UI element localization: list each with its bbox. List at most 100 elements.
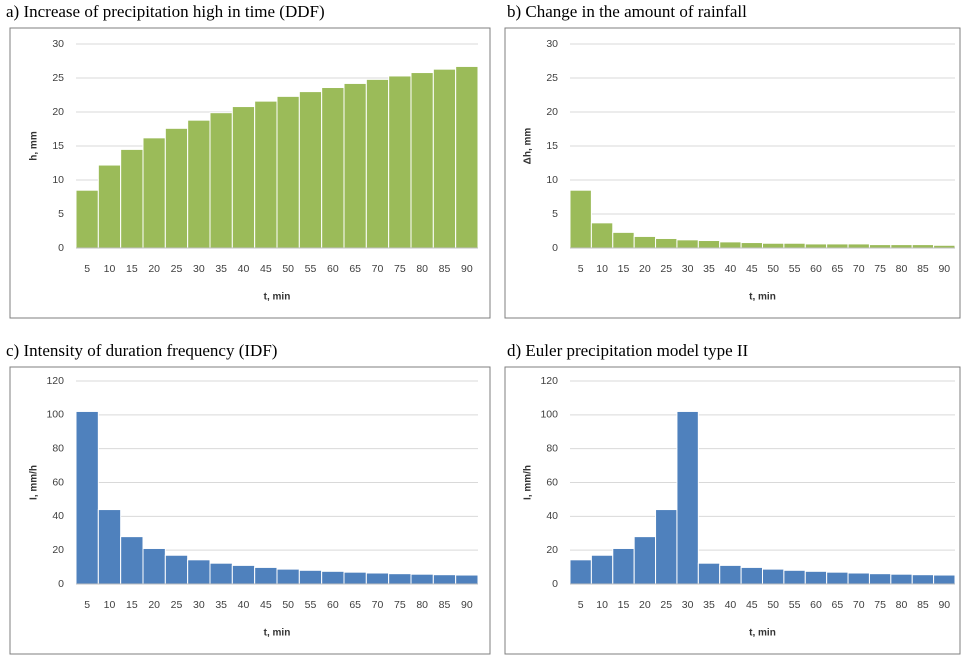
x-tick-label: 85 — [917, 599, 929, 611]
x-tick-label: 55 — [305, 599, 317, 611]
bar — [343, 571, 367, 585]
bar — [933, 574, 956, 585]
bar — [633, 536, 657, 585]
bar — [590, 554, 614, 585]
bar — [868, 573, 892, 585]
x-tick-label: 80 — [896, 263, 908, 275]
x-tick-label: 45 — [746, 599, 758, 611]
bar — [868, 244, 892, 249]
x-tick-label: 20 — [148, 599, 160, 611]
bar — [676, 410, 699, 585]
bar — [321, 87, 345, 249]
x-tick-label: 25 — [660, 263, 672, 275]
bar — [455, 65, 479, 249]
x-tick-label: 30 — [682, 263, 694, 275]
bar — [209, 112, 233, 249]
y-tick-label: 40 — [52, 510, 64, 522]
x-tick-label: 75 — [394, 263, 406, 275]
y-tick-label: 80 — [546, 442, 558, 454]
bar — [209, 562, 233, 585]
x-tick-label: 55 — [305, 263, 317, 275]
x-tick-label: 65 — [832, 263, 844, 275]
y-tick-label: 120 — [46, 375, 64, 387]
x-tick-label: 75 — [394, 599, 406, 611]
bar — [697, 240, 721, 249]
bar — [410, 573, 434, 585]
y-tick-label: 20 — [546, 544, 558, 556]
x-tick-label: 80 — [416, 263, 428, 275]
bar — [719, 564, 742, 585]
bar — [142, 547, 166, 585]
x-tick-label: 85 — [917, 263, 929, 275]
y-tick-label: 0 — [58, 578, 64, 590]
y-tick-label: 100 — [46, 409, 64, 421]
panel-title: d) Euler precipitation model type II — [507, 341, 749, 360]
x-tick-label: 70 — [853, 263, 865, 275]
bar — [164, 554, 189, 585]
y-tick-label: 5 — [58, 208, 64, 220]
x-tick-label: 45 — [746, 263, 758, 275]
x-tick-label: 5 — [578, 599, 584, 611]
y-tick-label: 20 — [546, 106, 558, 118]
x-tick-label: 65 — [349, 263, 361, 275]
bar — [276, 95, 300, 249]
y-tick-label: 10 — [546, 174, 558, 186]
bar — [783, 569, 806, 585]
x-tick-label: 20 — [148, 263, 160, 275]
x-tick-label: 70 — [372, 263, 384, 275]
bar — [142, 137, 166, 249]
bar — [612, 231, 635, 249]
bar — [97, 509, 122, 585]
bar — [740, 242, 763, 249]
x-tick-label: 25 — [171, 263, 183, 275]
bar — [432, 574, 457, 585]
x-tick-label: 15 — [126, 263, 138, 275]
bar — [911, 574, 935, 585]
bar — [719, 241, 742, 249]
bar — [276, 568, 300, 585]
bar — [783, 242, 806, 249]
bar — [365, 572, 390, 585]
y-tick-label: 30 — [52, 38, 64, 50]
bar — [569, 559, 592, 585]
bar — [697, 562, 721, 585]
bar — [343, 82, 367, 249]
panel-frame — [9, 366, 491, 655]
bar — [569, 189, 592, 249]
x-tick-label: 65 — [349, 599, 361, 611]
y-tick-label: 80 — [52, 442, 64, 454]
x-tick-label: 5 — [84, 263, 90, 275]
bar — [432, 68, 457, 249]
bar — [455, 574, 479, 585]
x-tick-label: 90 — [938, 599, 950, 611]
bar — [254, 100, 278, 249]
x-tick-label: 40 — [238, 263, 250, 275]
bar — [410, 72, 434, 249]
y-tick-label: 15 — [546, 140, 558, 152]
x-tick-label: 35 — [215, 263, 227, 275]
x-tick-label: 35 — [703, 263, 715, 275]
y-tick-label: 10 — [52, 174, 64, 186]
x-axis-title: t, min — [264, 628, 291, 639]
x-tick-label: 10 — [596, 599, 608, 611]
x-tick-label: 20 — [639, 263, 651, 275]
x-axis-title: t, min — [749, 628, 776, 639]
x-tick-label: 60 — [327, 599, 339, 611]
bar — [655, 509, 678, 585]
x-tick-label: 25 — [171, 599, 183, 611]
x-tick-label: 75 — [874, 599, 886, 611]
x-tick-label: 30 — [193, 599, 205, 611]
y-tick-label: 15 — [52, 140, 64, 152]
x-tick-label: 60 — [810, 263, 822, 275]
bar — [120, 536, 144, 585]
x-tick-label: 50 — [767, 263, 779, 275]
y-axis-title: h, mm — [29, 131, 40, 161]
bar — [762, 242, 785, 249]
x-tick-label: 40 — [725, 263, 737, 275]
bar — [187, 119, 211, 249]
x-tick-label: 65 — [832, 599, 844, 611]
bar — [804, 243, 828, 249]
x-tick-label: 90 — [938, 263, 950, 275]
bar — [231, 106, 256, 249]
bar — [847, 572, 870, 585]
